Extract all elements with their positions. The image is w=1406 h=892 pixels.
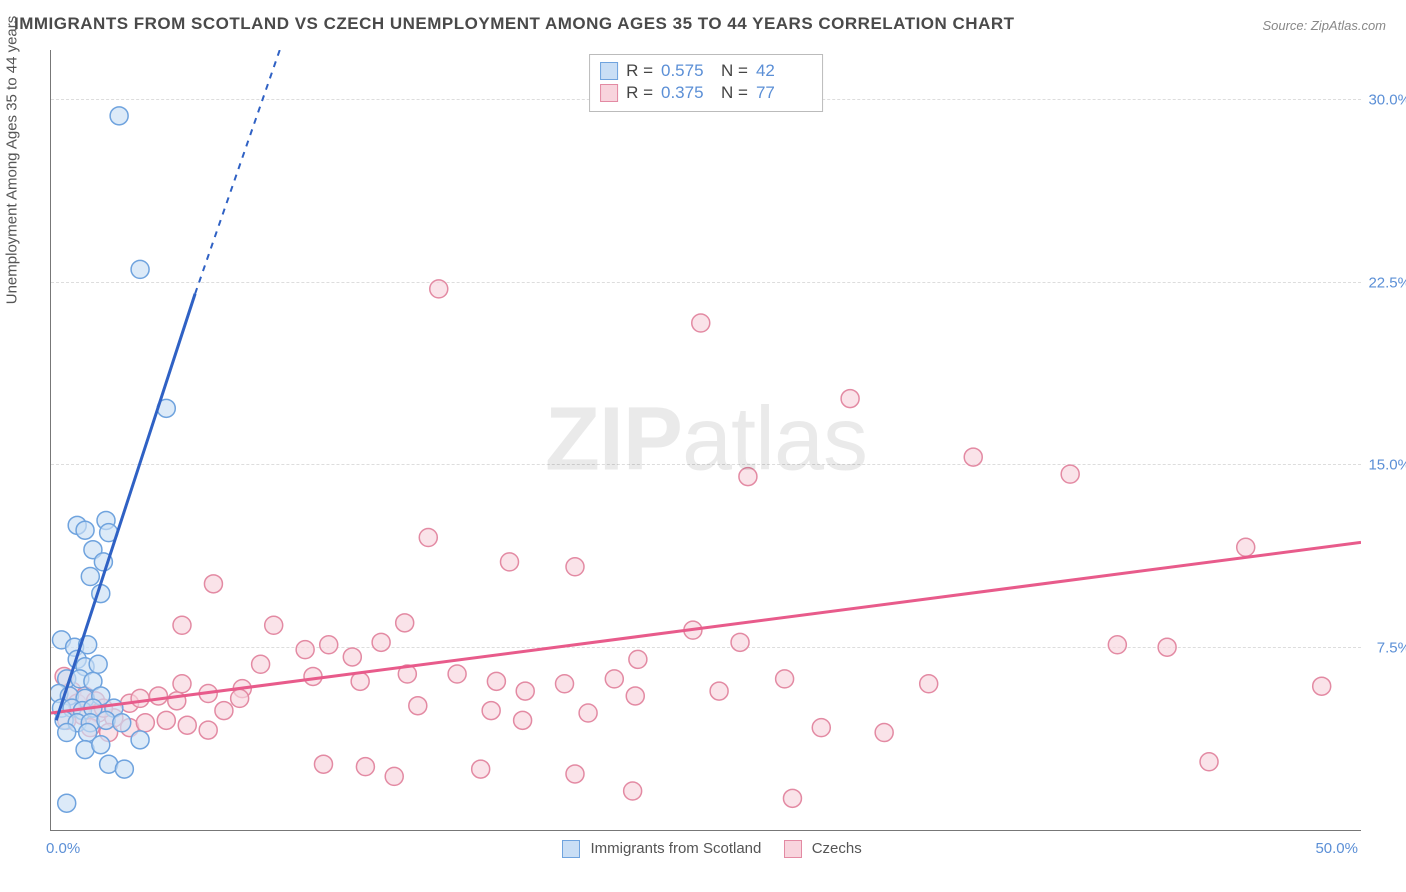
- data-point: [1108, 636, 1126, 654]
- data-point: [76, 521, 94, 539]
- data-point: [131, 260, 149, 278]
- data-point: [314, 755, 332, 773]
- data-point: [1158, 638, 1176, 656]
- swatch-icon: [600, 84, 618, 102]
- data-point: [149, 687, 167, 705]
- data-point: [448, 665, 466, 683]
- data-point: [964, 448, 982, 466]
- swatch-icon: [562, 840, 580, 858]
- y-tick-label: 30.0%: [1367, 91, 1406, 108]
- n-label: N =: [721, 83, 748, 103]
- y-axis-label: Unemployment Among Ages 35 to 44 years: [4, 16, 21, 305]
- data-point: [514, 711, 532, 729]
- data-point: [81, 568, 99, 586]
- data-point: [605, 670, 623, 688]
- legend-label-scotland: Immigrants from Scotland: [590, 840, 761, 857]
- data-point: [215, 702, 233, 720]
- r-value: 0.375: [661, 83, 713, 103]
- chart-title: IMMIGRANTS FROM SCOTLAND VS CZECH UNEMPL…: [14, 14, 1015, 34]
- stats-row-czechs: R = 0.375 N = 77: [600, 83, 808, 103]
- data-point: [320, 636, 338, 654]
- y-tick-label: 22.5%: [1367, 274, 1406, 291]
- data-point: [776, 670, 794, 688]
- data-point: [920, 675, 938, 693]
- scatter-svg: [51, 50, 1361, 830]
- data-point: [487, 672, 505, 690]
- data-point: [556, 675, 574, 693]
- data-point: [516, 682, 534, 700]
- swatch-icon: [784, 840, 802, 858]
- data-point: [629, 650, 647, 668]
- data-point: [385, 767, 403, 785]
- data-point: [1313, 677, 1331, 695]
- data-point: [58, 794, 76, 812]
- data-point: [731, 633, 749, 651]
- stats-legend-box: R = 0.575 N = 42 R = 0.375 N = 77: [589, 54, 823, 112]
- data-point: [626, 687, 644, 705]
- data-point: [566, 765, 584, 783]
- data-point: [739, 468, 757, 486]
- data-point: [579, 704, 597, 722]
- stats-row-scotland: R = 0.575 N = 42: [600, 61, 808, 81]
- data-point: [136, 714, 154, 732]
- data-point: [875, 724, 893, 742]
- data-point: [113, 714, 131, 732]
- data-point: [396, 614, 414, 632]
- n-value: 77: [756, 83, 808, 103]
- data-point: [178, 716, 196, 734]
- data-point: [252, 655, 270, 673]
- data-point: [566, 558, 584, 576]
- data-point: [1061, 465, 1079, 483]
- x-axis-legend: Immigrants from Scotland Czechs: [0, 840, 1406, 858]
- data-point: [110, 107, 128, 125]
- source-label: Source: ZipAtlas.com: [1262, 18, 1386, 33]
- data-point: [472, 760, 490, 778]
- data-point: [199, 721, 217, 739]
- data-point: [58, 724, 76, 742]
- data-point: [783, 789, 801, 807]
- n-label: N =: [721, 61, 748, 81]
- n-value: 42: [756, 61, 808, 81]
- r-value: 0.575: [661, 61, 713, 81]
- data-point: [1237, 538, 1255, 556]
- data-point: [204, 575, 222, 593]
- chart-container: IMMIGRANTS FROM SCOTLAND VS CZECH UNEMPL…: [0, 0, 1406, 892]
- y-tick-label: 15.0%: [1367, 457, 1406, 474]
- data-point: [356, 758, 374, 776]
- data-point: [710, 682, 728, 700]
- data-point: [173, 616, 191, 634]
- data-point: [131, 689, 149, 707]
- data-point: [482, 702, 500, 720]
- data-point: [430, 280, 448, 298]
- data-point: [115, 760, 133, 778]
- data-point: [372, 633, 390, 651]
- legend-label-czechs: Czechs: [812, 840, 862, 857]
- data-point: [501, 553, 519, 571]
- y-tick-label: 7.5%: [1367, 640, 1406, 657]
- r-label: R =: [626, 83, 653, 103]
- data-point: [157, 711, 175, 729]
- data-point: [419, 529, 437, 547]
- data-point: [231, 689, 249, 707]
- data-point: [89, 655, 107, 673]
- data-point: [304, 667, 322, 685]
- plot-area: 7.5%15.0%22.5%30.0% R = 0.575 N = 42 R =…: [50, 50, 1361, 831]
- data-point: [92, 736, 110, 754]
- data-point: [624, 782, 642, 800]
- data-point: [692, 314, 710, 332]
- data-point: [409, 697, 427, 715]
- data-point: [841, 390, 859, 408]
- data-point: [265, 616, 283, 634]
- swatch-icon: [600, 62, 618, 80]
- data-point: [1200, 753, 1218, 771]
- r-label: R =: [626, 61, 653, 81]
- data-point: [812, 719, 830, 737]
- data-point: [296, 641, 314, 659]
- data-point: [343, 648, 361, 666]
- data-point: [173, 675, 191, 693]
- data-point: [131, 731, 149, 749]
